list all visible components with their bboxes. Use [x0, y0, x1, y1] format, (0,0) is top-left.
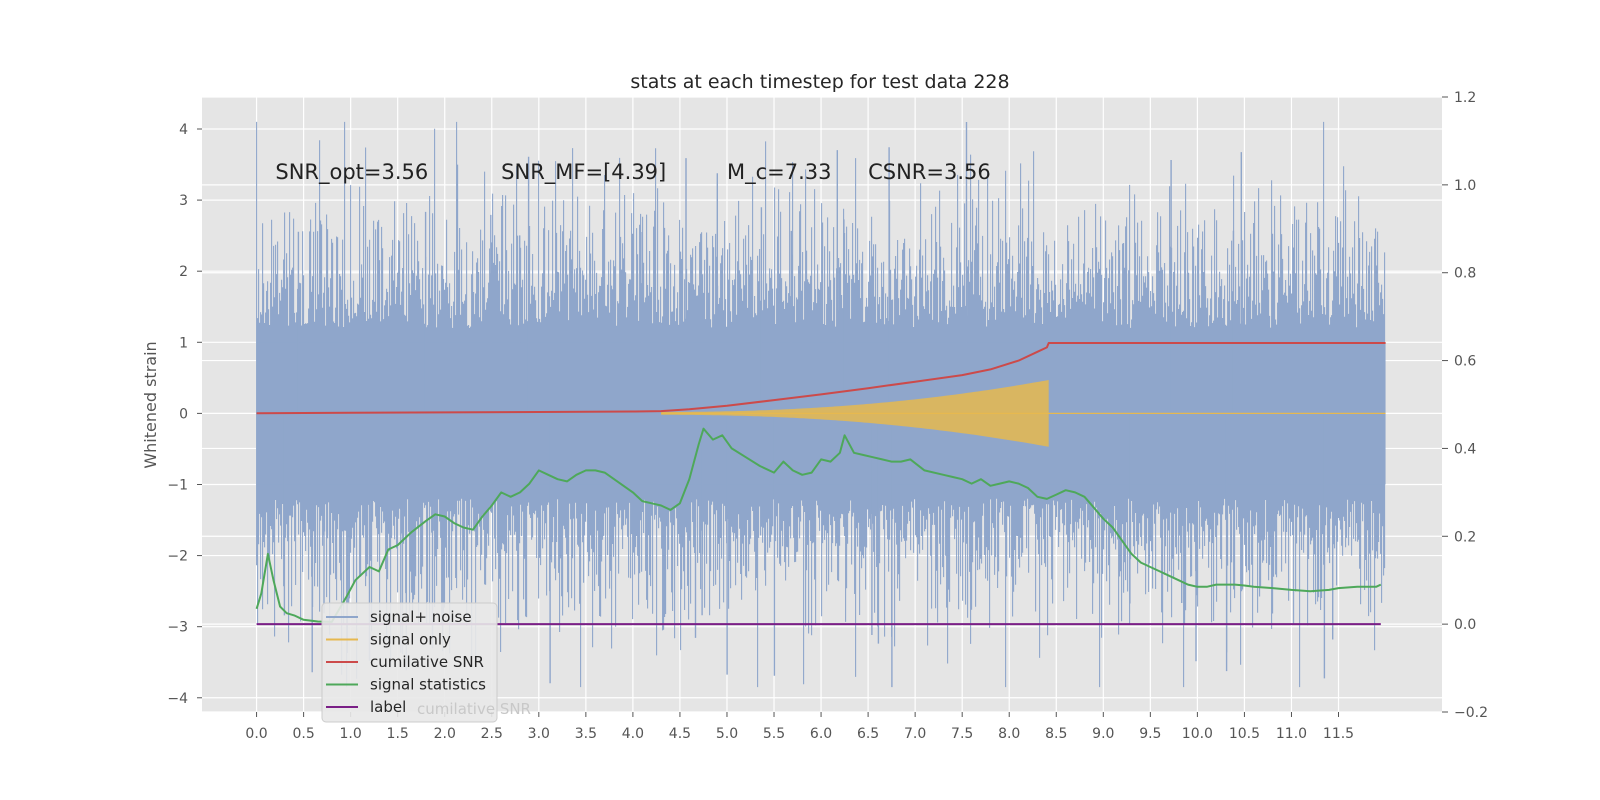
x-tick-label: 1.0	[340, 726, 362, 742]
x-tick-label: 0.5	[292, 726, 314, 742]
x-tick-label: 8.5	[1045, 726, 1067, 742]
y-tick-label: −2	[167, 549, 188, 565]
x-tick-label: 6.0	[810, 726, 832, 742]
y-tick-label: 4	[179, 122, 188, 138]
x-tick-label: 1.5	[387, 726, 409, 742]
y-tick-label: −4	[167, 691, 188, 707]
x-tick-label: 7.0	[904, 726, 926, 742]
x-tick-label: 2.5	[481, 726, 503, 742]
y-tick-label: −3	[167, 620, 188, 636]
annotation-text: M_c=7.33	[727, 160, 832, 185]
x-tick-label: 8.0	[998, 726, 1020, 742]
x-tick-label: 10.5	[1229, 726, 1260, 742]
y2-tick-label: 0.0	[1454, 617, 1476, 633]
y-tick-label: −1	[167, 477, 188, 493]
legend-label: signal statistics	[370, 676, 486, 694]
series-signal-noise-spikes	[283, 122, 1334, 688]
annotation-text: SNR_MF=[4.39]	[501, 160, 666, 185]
x-tick-label: 5.5	[763, 726, 785, 742]
x-tick-label: 9.0	[1092, 726, 1114, 742]
x-tick-label: 7.5	[951, 726, 973, 742]
axes: 0.0 0.5 1.0 1.5 2.0 2.5 3.0 3.5 4.0 4.5 5.0 5.5 6.0 6…	[167, 90, 1488, 742]
y-tick-label: 1	[179, 335, 188, 351]
legend-label: signal only	[370, 631, 451, 649]
y2-tick-label: 0.2	[1454, 529, 1476, 545]
y-tick-label: 0	[179, 406, 188, 422]
legend-hidden-label: cumilative SNR	[417, 700, 531, 718]
x-tick-label: 10.0	[1182, 726, 1213, 742]
x-tick-label: 3.0	[528, 726, 550, 742]
y2-tick-label: 0.6	[1454, 354, 1476, 370]
annotation-text: CSNR=3.56	[868, 160, 991, 184]
chart-title: stats at each timestep for test data 228	[630, 71, 1009, 93]
annotation-text: SNR_opt=3.56	[275, 160, 428, 185]
legend: cumilative SNR signal+ noise signal only cu…	[321, 602, 531, 723]
x-tick-label: 11.0	[1276, 726, 1307, 742]
x-tick-label: 4.5	[669, 726, 691, 742]
y-tick-label: 3	[179, 193, 188, 209]
y2-tick-label: 0.4	[1454, 441, 1476, 457]
y2-tick-label: 0.8	[1454, 266, 1476, 282]
y2-tick-label: 1.2	[1454, 90, 1476, 106]
x-tick-label: 6.5	[857, 726, 879, 742]
y-axis-label: Whitened strain	[141, 341, 160, 468]
annotations: SNR_opt=3.56 SNR_MF=[4.39] M_c=7.33 CSNR=3.…	[275, 160, 990, 185]
x-tick-label: 5.0	[716, 726, 738, 742]
legend-label: signal+ noise	[370, 608, 472, 626]
y2-tick-label: 1.0	[1454, 178, 1476, 194]
y2-tick-label: −0.2	[1454, 705, 1488, 721]
series-signal-only	[661, 380, 1049, 447]
legend-label: label	[370, 698, 406, 716]
x-tick-label: 4.0	[622, 726, 644, 742]
legend-label: cumilative SNR	[370, 653, 484, 671]
legend-box	[321, 602, 498, 723]
x-tick-label: 0.0	[245, 726, 267, 742]
x-tick-label: 2.0	[434, 726, 456, 742]
x-tick-label: 3.5	[575, 726, 597, 742]
x-tick-label: 11.5	[1323, 726, 1354, 742]
x-tick-label: 9.5	[1139, 726, 1161, 742]
y-tick-label: 2	[179, 264, 188, 280]
series-line-signal-statistics	[255, 427, 1382, 623]
series-line-cumilative-snr	[256, 342, 1386, 415]
